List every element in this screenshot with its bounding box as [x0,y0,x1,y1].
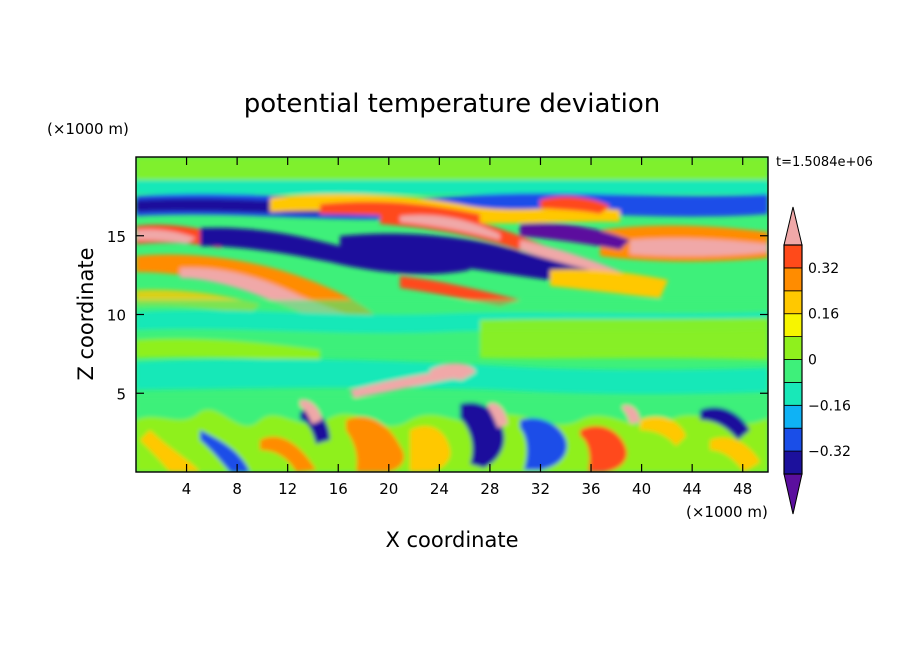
x-tick-label: 20 [379,480,398,498]
colorbar-tick-label: −0.32 [808,444,851,460]
colorbar-frame [783,244,803,475]
x-tick-label: 32 [531,480,550,498]
x-tick-label: 36 [581,480,600,498]
colorbar-swatch [783,244,803,269]
x-tick-label: 16 [329,480,348,498]
y-tick-label: 5 [116,385,126,403]
x-tick-label: 8 [232,480,242,498]
chart-title: potential temperature deviation [244,89,660,119]
x-axis: 4 8 12 16 20 24 28 32 36 40 44 48 [182,157,752,498]
colorbar-low-arrow [783,473,803,515]
colorbar-swatch [783,404,803,429]
y-unit-label: (×1000 m) [47,120,129,138]
colorbar-swatch [783,381,803,406]
colorbar-tick-label: −0.16 [808,398,851,414]
y-tick-label: 10 [107,307,126,325]
x-tick-label: 40 [632,480,651,498]
y-axis: 5 10 15 [107,228,768,403]
colorbar: 0.32 0.16 0 −0.16 −0.32 [783,206,851,515]
colorbar-swatch [783,427,803,452]
colorbar-high-arrow [783,206,803,246]
x-tick-label: 28 [480,480,499,498]
colorbar-swatch [783,450,803,475]
colorbar-tick-label: 0.16 [808,307,839,323]
x-tick-label: 12 [278,480,297,498]
colorbar-swatch [783,290,803,315]
colorbar-tick-label: 0 [808,353,817,369]
y-tick-label: 15 [107,228,126,246]
colorbar-swatch [783,336,803,360]
x-tick-label: 4 [182,480,192,498]
colorbar-swatch [783,359,803,383]
x-unit-label: (×1000 m) [686,503,768,521]
y-axis-label: Z coordinate [74,247,98,380]
colorbar-swatch [783,267,803,292]
time-label: t=1.5084e+06 [776,155,873,170]
x-tick-label: 44 [683,480,702,498]
x-tick-label: 48 [733,480,752,498]
colorbar-tick-label: 0.32 [808,261,839,277]
contour-field [136,157,768,472]
colorbar-swatch [783,313,803,338]
x-axis-label: X coordinate [385,528,518,552]
x-tick-label: 24 [430,480,449,498]
